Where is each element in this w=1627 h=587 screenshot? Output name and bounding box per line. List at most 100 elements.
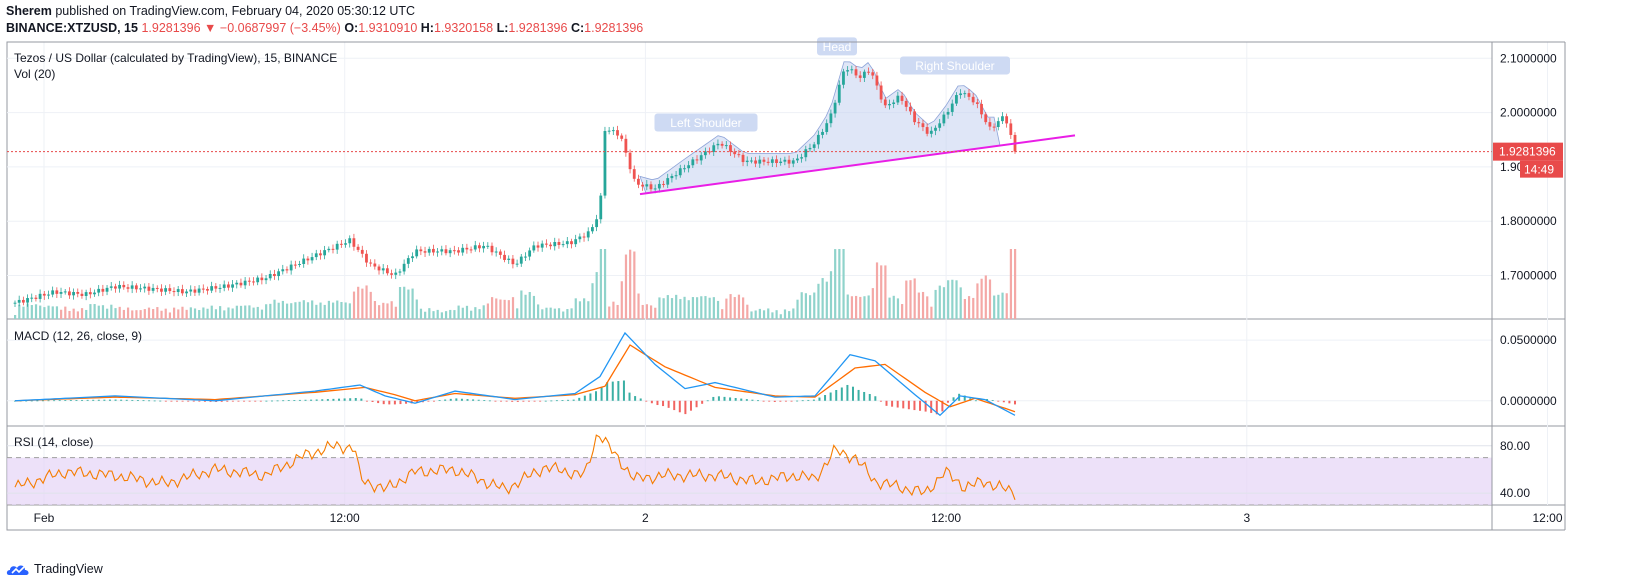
volume-bar [700,296,703,319]
candle-body [737,154,741,156]
volume-bar [378,305,381,319]
candle-body [925,127,929,134]
volume-bar [917,292,920,319]
macd-histogram-bar [829,392,832,401]
candle-body [360,249,364,254]
candle-body [591,227,594,232]
volume-bar [85,309,88,319]
macd-histogram-bar [941,400,944,412]
candle-body [1005,116,1009,124]
candle-body [854,69,858,76]
publisher-name[interactable]: Sherem [6,4,52,18]
macd-histogram-bar [125,399,128,401]
candle-body [109,286,113,288]
volume-bar [549,307,552,319]
macd-histogram-bar [768,400,771,402]
candle-body [51,290,55,295]
candle-body [189,289,193,292]
volume-bar [528,292,531,319]
volume-bar [440,312,443,319]
volume-bar [574,298,577,319]
left-shoulder-label: Left Shoulder [670,116,741,130]
volume-bar [988,279,992,319]
macd-histogram-bar [919,400,922,411]
volume-bar [160,310,163,319]
macd-histogram-bar [717,396,720,401]
volume-bar [357,286,360,319]
candle-body [268,273,272,279]
macd-histogram-bar [276,400,279,402]
candle-body [745,160,749,163]
volume-bar [562,311,565,319]
macd-histogram-bar [494,400,497,402]
volume-bar [905,280,908,319]
candle-body [419,249,423,252]
candle-body [871,72,875,76]
volume-bar [938,285,941,319]
x-tick-label: 12:00 [330,511,360,525]
volume-bar [210,305,213,319]
macd-histogram-bar [617,381,620,401]
candle-body [544,243,548,245]
volume-bar [18,304,21,319]
volume-bar [947,280,950,319]
volume-bar [955,280,958,319]
macd-histogram-bar [220,400,223,402]
volume-bar [135,310,138,319]
neckline-trendline[interactable] [639,134,1076,196]
volume-bar [239,305,243,319]
volume-bar [871,288,874,319]
candle-body [310,257,314,261]
volume-bar [386,303,389,319]
volume-bar [373,301,377,319]
macd-histogram-bar [382,400,385,405]
macd-axis-label: 0.0500000 [1500,333,1557,347]
candle-body [984,114,988,123]
macd-histogram-bar [974,400,977,402]
volume-bar [980,278,983,319]
macd-histogram-bar [572,399,575,401]
volume-bar [185,309,188,319]
volume-bar [553,308,556,319]
candle-body [758,159,762,164]
macd-histogram-bar [455,398,458,401]
macd-histogram-bar [611,381,614,401]
candle-body [151,287,155,291]
macd-histogram-bar [924,400,927,412]
candle-body [260,277,264,281]
volume-bar [365,285,368,319]
volume-bar [783,309,787,319]
candle-body [929,130,933,134]
macd-histogram-bar [662,400,665,407]
down-arrow-icon: ▼ [204,21,217,35]
volume-bar [411,288,414,319]
macd-histogram-bar [432,400,435,402]
macd-histogram-bar [131,399,134,401]
volume-bar [825,281,828,319]
volume-bar [595,272,598,319]
candle-body [804,149,808,158]
macd-histogram-bar [751,399,754,401]
volume-bar [901,304,904,319]
volume-bar [106,308,109,319]
macd-histogram-bar [332,398,335,401]
volume-bar [323,304,326,319]
volume-bar [68,310,71,319]
volume-bar [219,306,222,319]
symbol-label: BINANCE:XTZUSD, 15 [6,21,138,35]
candle-body [469,249,473,251]
candle-body [168,288,172,292]
price-axis-label: 2.1000000 [1500,51,1557,65]
volume-bar [126,307,130,319]
macd-histogram-bar [516,400,519,402]
macd-histogram-bar [41,400,44,402]
candle-body [319,253,322,256]
macd-histogram-bar [812,399,815,401]
candle-body [47,294,50,296]
macd-histogram-bar [466,399,469,401]
tradingview-logo[interactable]: TradingView [6,562,103,576]
volume-bar [1001,292,1004,319]
macd-histogram-bar [885,400,888,406]
candle-body [959,93,963,96]
